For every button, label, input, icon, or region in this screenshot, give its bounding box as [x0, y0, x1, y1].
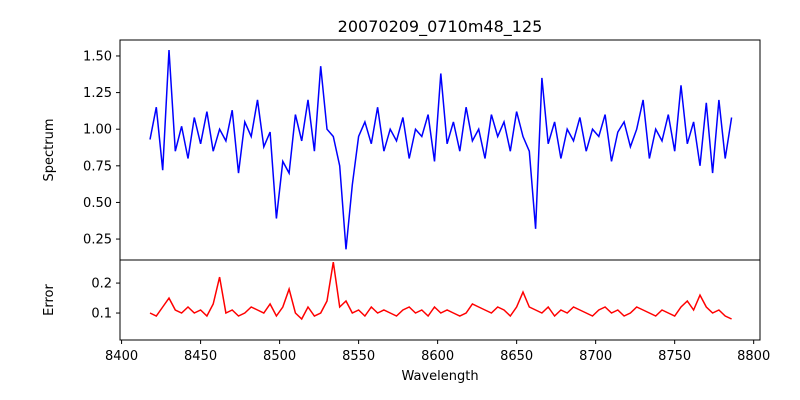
y-tick-label: 0.1	[91, 307, 112, 322]
y-axis-label-error: Error	[42, 284, 57, 316]
x-tick-label: 8600	[421, 349, 454, 364]
y-tick-label: 0.25	[83, 233, 112, 248]
x-tick-label: 8450	[184, 349, 217, 364]
axes-frame-spectrum	[119, 39, 761, 261]
x-tick-label: 8550	[342, 349, 375, 364]
chart-title: 20070209_0710m48_125	[338, 17, 543, 37]
x-tick-label: 8500	[263, 349, 296, 364]
y-tick-label: 1.00	[83, 123, 112, 138]
y-tick-label: 0.2	[91, 277, 112, 292]
x-tick-label: 8400	[105, 349, 138, 364]
x-tick-label: 8700	[579, 349, 612, 364]
x-tick-label: 8800	[737, 349, 770, 364]
x-tick-label: 8650	[500, 349, 533, 364]
series-line-spectrum	[149, 50, 733, 250]
x-tick-label: 8750	[658, 349, 691, 364]
y-tick-label: 0.75	[83, 159, 112, 174]
x-axis-label: Wavelength	[401, 369, 478, 384]
axes-frame-error	[119, 259, 761, 341]
series-line-error	[149, 261, 732, 321]
y-tick-label: 1.50	[83, 49, 112, 64]
y-axis-label-spectrum: Spectrum	[42, 119, 57, 182]
y-tick-label: 0.50	[83, 196, 112, 211]
y-tick-label: 1.25	[83, 86, 112, 101]
